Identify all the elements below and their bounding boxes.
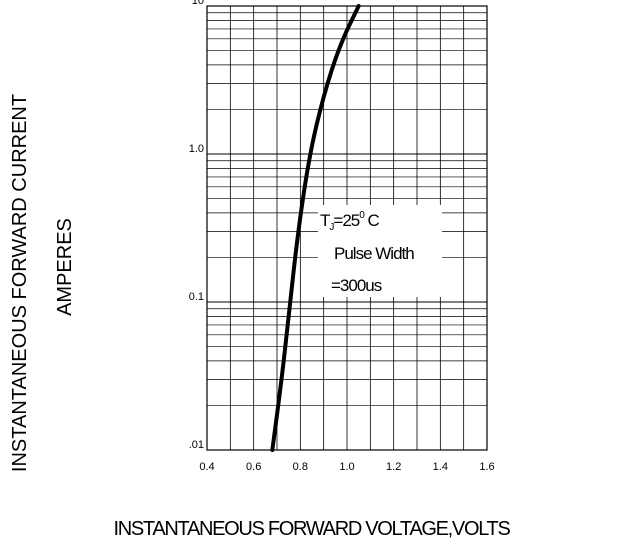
y-axis-label-line1: INSTANTANEOUS FORWARD CURRENT: [9, 94, 31, 472]
plot-area-frame: [206, 5, 488, 451]
x-tick-label: 1.0: [339, 461, 354, 473]
y-tick-label: 1.0: [189, 143, 204, 155]
x-tick-label: 0.8: [293, 461, 308, 473]
x-axis-tick-labels: 0.4 0.6 0.8 1.0 1.2 1.4 1.6: [199, 461, 494, 473]
x-tick-label: 0.4: [199, 461, 214, 473]
plot-grid: [207, 6, 487, 450]
y-tick-label: .01: [189, 439, 204, 451]
x-tick-label: 1.6: [479, 461, 494, 473]
annotation-junction-temp: TJ=250 C: [320, 210, 380, 233]
y-axis-label-line2: AMPERES: [54, 218, 76, 316]
y-tick-label: 0.1: [189, 291, 204, 303]
annotation-pulse-width: Pulse Width: [334, 244, 414, 263]
x-tick-label: 0.6: [246, 461, 261, 473]
annotation-pulse-duration: =300us: [331, 276, 382, 295]
forward-current-curve: [270, 4, 361, 452]
y-tick-label: 10: [192, 0, 204, 7]
x-tick-label: 1.2: [386, 461, 401, 473]
x-tick-label: 1.4: [433, 461, 448, 473]
x-axis-label: INSTANTANEOUS FORWARD VOLTAGE,VOLTS: [113, 518, 510, 540]
annotation-background: [318, 205, 442, 297]
y-axis-tick-labels: .01 0.1 1.0 10: [189, 0, 204, 451]
